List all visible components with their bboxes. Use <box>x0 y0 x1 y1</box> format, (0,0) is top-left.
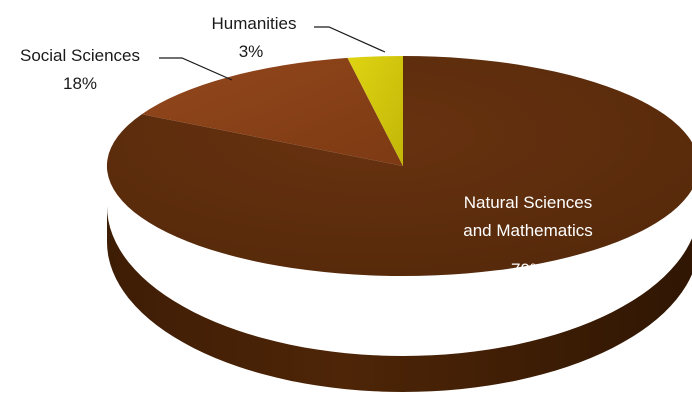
pie-side-wall <box>107 206 692 392</box>
leader-line-humanities <box>314 26 386 53</box>
leader-line-social <box>159 57 233 81</box>
label-natural-pct: 79% <box>511 260 545 279</box>
label-natural-line2: and Mathematics <box>463 221 592 240</box>
pie-slice-natural-sciences <box>106 56 692 276</box>
pie-slice-social-sciences <box>141 57 404 166</box>
pie-slice-humanities <box>347 55 403 166</box>
label-social-name: Social Sciences <box>20 46 140 65</box>
label-social-pct: 18% <box>63 74 97 93</box>
label-natural-line1: Natural Sciences <box>464 193 593 212</box>
label-humanities-pct: 3% <box>239 42 264 61</box>
label-humanities-name: Humanities <box>211 14 296 33</box>
